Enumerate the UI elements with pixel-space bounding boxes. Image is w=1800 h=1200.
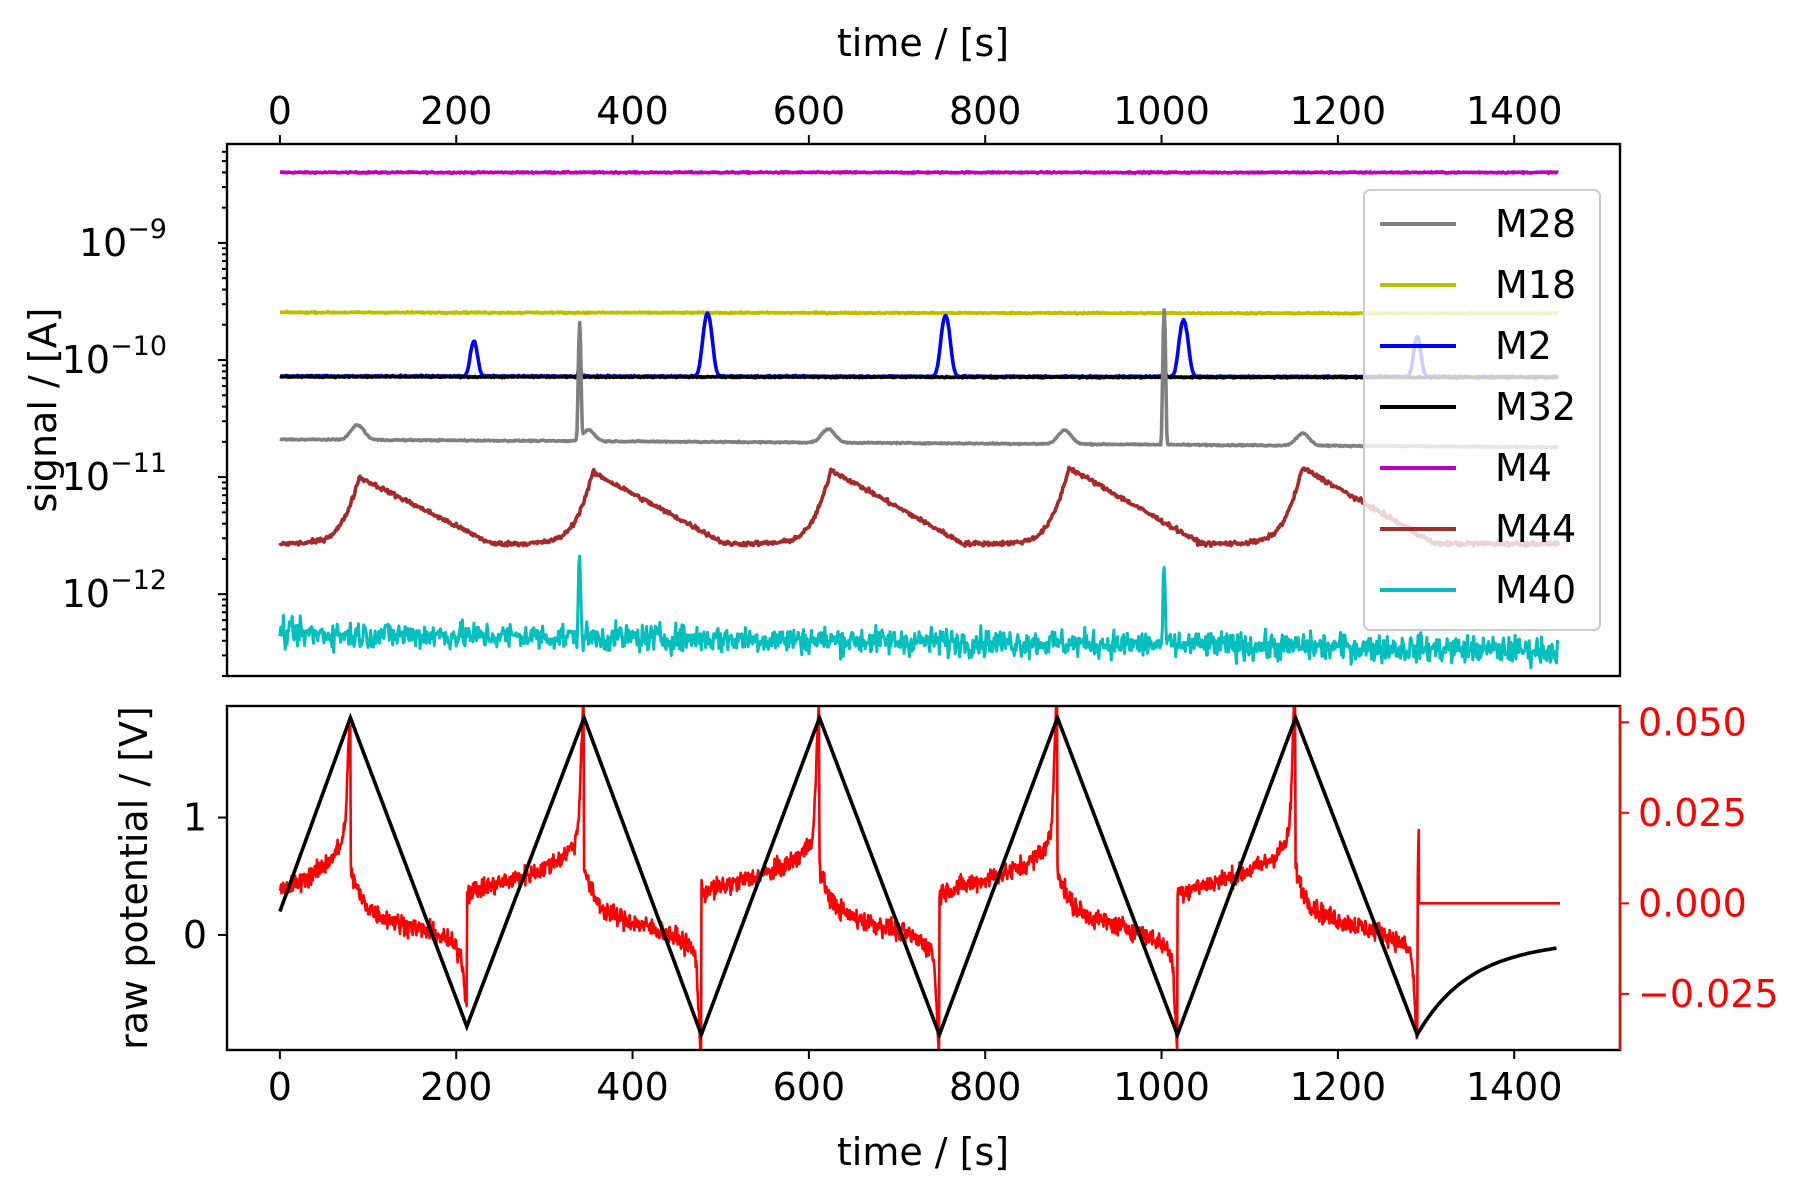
signal-plot-frame <box>225 142 1622 678</box>
right-y-tick-label: 0.050 <box>1638 700 1747 744</box>
legend-label-m28: M28 <box>1495 202 1576 246</box>
potential-plot-frame <box>225 704 1622 1052</box>
series-line-m4 <box>279 169 1560 176</box>
potential-line <box>278 712 1557 1040</box>
bottom-y-axis-label: raw potential / [V] <box>112 706 156 1050</box>
bottom-x-tick-label: 400 <box>596 1065 669 1109</box>
bottom-y-tick-label: 0 <box>183 913 207 957</box>
bottom-x-axis-label: time / [s] <box>837 1130 1009 1174</box>
legend-label-m18: M18 <box>1495 263 1576 307</box>
top-x-tick-label: 1400 <box>1466 89 1563 133</box>
top-x-tick-label: 400 <box>596 89 669 133</box>
legend-label-m32: M32 <box>1495 385 1576 429</box>
top-y-tick-label: 10−11 <box>62 448 167 499</box>
top-x-tick-label: 800 <box>949 89 1022 133</box>
top-y-tick-label: 10−10 <box>62 331 167 382</box>
right-y-tick-label: 0.000 <box>1638 881 1747 925</box>
bottom-x-tick-label: 1200 <box>1290 1065 1387 1109</box>
bottom-x-tick-label: 200 <box>420 1065 493 1109</box>
top-y-axis-label: signal / [A] <box>21 307 65 512</box>
series-line-m40 <box>278 554 1560 670</box>
top-x-tick-label: 0 <box>268 89 292 133</box>
top-y-tick-label: 10−9 <box>79 214 167 265</box>
right-y-tick-label: 0.025 <box>1638 791 1747 835</box>
bottom-x-tick-label: 1000 <box>1113 1065 1210 1109</box>
bottom-x-tick-label: 600 <box>773 1065 846 1109</box>
series-line-m18 <box>279 309 1560 316</box>
bottom-y-tick-label: 1 <box>183 796 207 840</box>
top-y-tick-label: 10−12 <box>62 565 167 616</box>
series-line-m44 <box>278 465 1561 549</box>
potential-panel: 0 200 400 600 800 1000 1200 1400 0 1 0.050 0.025 0.0… <box>112 700 1779 1174</box>
series-line-m32 <box>279 358 1560 381</box>
top-x-axis-label: time / [s] <box>837 21 1009 65</box>
top-x-tick-label: 1000 <box>1113 89 1210 133</box>
series-line-m28 <box>279 308 1560 450</box>
legend-label-m40: M40 <box>1495 568 1576 612</box>
top-x-tick-label: 200 <box>420 89 493 133</box>
signal-panel: 0 200 400 600 800 1000 1200 1400 10−9 10−10 10−11 1… <box>21 21 1622 678</box>
bottom-x-tick-label: 800 <box>949 1065 1022 1109</box>
right-y-tick-label: −0.025 <box>1638 972 1779 1016</box>
legend-label-m4: M4 <box>1495 446 1552 490</box>
legend-frame <box>1363 189 1601 631</box>
top-x-tick-label: 1200 <box>1290 89 1387 133</box>
bottom-x-tick-label: 1400 <box>1466 1065 1563 1109</box>
bottom-x-tick-label: 0 <box>268 1065 292 1109</box>
legend: M28 M18 M2 M32 M4 M44 M40 <box>1363 189 1601 631</box>
legend-label-m44: M44 <box>1495 507 1576 551</box>
legend-label-m2: M2 <box>1495 324 1552 368</box>
top-x-tick-label: 600 <box>773 89 846 133</box>
current-line <box>278 706 1560 1050</box>
